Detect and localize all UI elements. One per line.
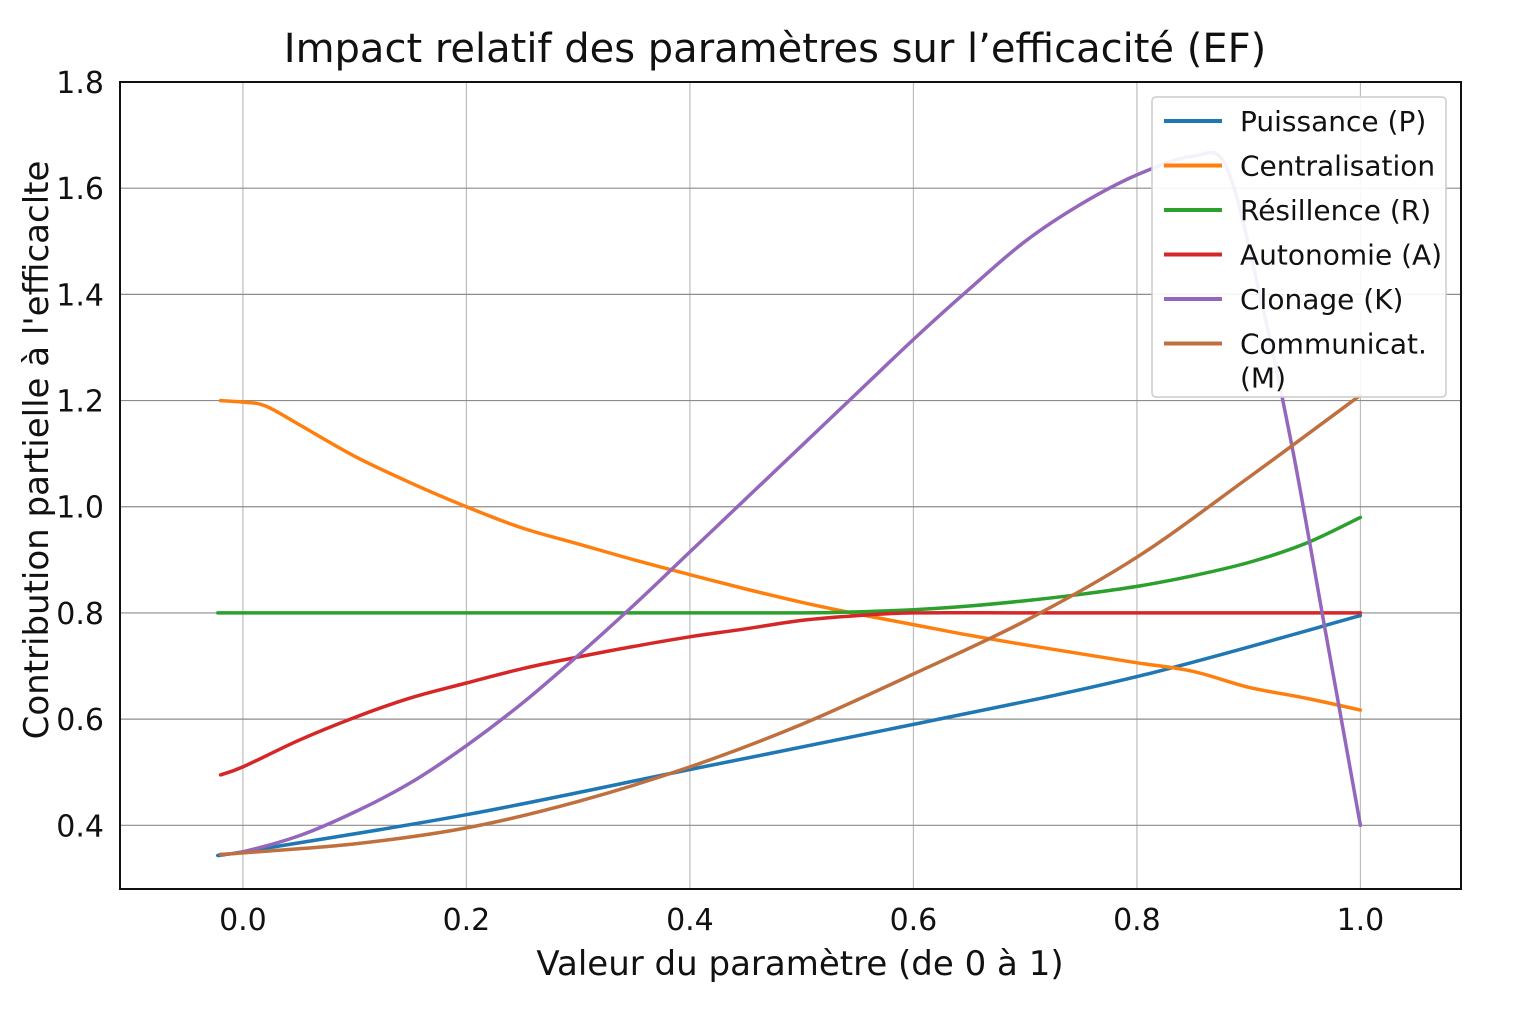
y-axis-label: Contribution partielle à l'efficaclte: [17, 161, 57, 740]
x-tick-label: 0.6: [890, 903, 938, 938]
legend: Puissance (P) Centralisation Résillence (R…: [1151, 96, 1447, 398]
y-tick-label: 0.4: [56, 809, 104, 844]
y-tick-label: 1.6: [56, 172, 104, 207]
x-tick-labels: 0.0 0.2 0.4 0.6 0.8 1.0: [219, 903, 1384, 938]
series-line-5: [218, 393, 1363, 857]
x-axis-label: Valeur du paramètre (de 0 à 1): [536, 944, 1063, 984]
legend-box: [1151, 96, 1447, 398]
legend-label-2: Résillence (R): [1240, 194, 1431, 227]
plot-frame: [119, 81, 1462, 890]
legend-label-3: Autonomie (A): [1240, 239, 1442, 272]
legend-label-4: Clonage (K): [1240, 283, 1403, 316]
y-tick-label: 1.2: [56, 385, 104, 420]
y-tick-label: 0.6: [56, 703, 104, 738]
series-line-3: [218, 610, 1363, 777]
legend-label-0: Puissance (P): [1240, 105, 1426, 138]
y-tick-label: 1.8: [56, 66, 104, 101]
x-tick-label: 0.4: [666, 903, 714, 938]
y-tick-label: 1.4: [56, 278, 104, 313]
y-tick-label: 0.8: [56, 597, 104, 632]
series-line-1: [218, 398, 1363, 712]
x-tick-label: 0.8: [1113, 903, 1161, 938]
y-tick-label: 1.0: [56, 491, 104, 526]
x-tick-label: 0.0: [219, 903, 267, 938]
series-line-2: [216, 515, 1363, 615]
series-line-0: [216, 613, 1363, 858]
x-tick-label: 0.2: [443, 903, 491, 938]
chart-title: Impact relatif des paramètres sur l’effi…: [284, 26, 1266, 72]
legend-label-1: Centralisation: [1240, 150, 1435, 183]
y-tick-labels: 0.4 0.6 0.8 1.0 1.2 1.4 1.6 1.8: [56, 66, 104, 844]
x-tick-label: 1.0: [1337, 903, 1385, 938]
legend-label-5: Communicat. (M): [1240, 328, 1427, 395]
